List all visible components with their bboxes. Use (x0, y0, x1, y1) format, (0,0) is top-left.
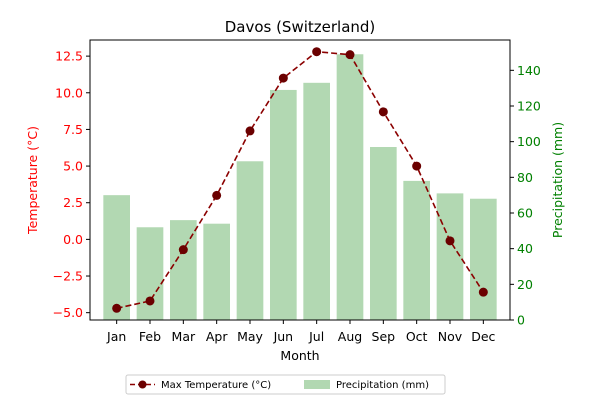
x-tick-label-sep: Sep (372, 329, 396, 344)
left-tick-label: 12.5 (55, 49, 83, 64)
x-tick-label-may: May (237, 329, 263, 344)
point-nov (445, 236, 455, 246)
x-axis: Jan Feb Mar Apr May Jun Jul Aug Sep Oct Nov Dec (106, 320, 496, 344)
bar-aug (336, 54, 364, 320)
x-tick-label-feb: Feb (139, 329, 161, 344)
point-may (245, 126, 255, 136)
line-series (112, 47, 488, 313)
right-tick-label: 140 (517, 63, 541, 78)
bar-series (103, 54, 497, 320)
bar-may (236, 161, 264, 320)
legend-line-marker (138, 380, 147, 389)
point-apr (212, 190, 222, 200)
left-axis-label: Temperature (°C) (25, 126, 40, 235)
right-axis-label: Precipitation (mm) (550, 122, 565, 238)
legend-frame (125, 374, 446, 395)
x-tick-label-jun: Jun (273, 329, 294, 344)
legend-label-temperature: Max Temperature (°C) (161, 380, 271, 391)
point-oct (412, 161, 422, 171)
x-tick-label-aug: Aug (338, 329, 362, 344)
x-tick-label-jul: Jul (308, 329, 324, 344)
legend-label-precipitation: Precipitation (mm) (336, 380, 429, 391)
left-tick-label: 5.0 (63, 159, 83, 174)
legend-bar-swatch (304, 380, 330, 389)
bar-dec (470, 198, 497, 320)
left-tick-label: −2.5 (53, 269, 83, 284)
right-tick-label: 80 (517, 170, 533, 185)
point-jan (112, 303, 122, 313)
right-tick-label: 120 (517, 98, 541, 113)
right-tick-label: 20 (517, 277, 533, 292)
point-sep (378, 107, 388, 117)
left-tick-label: −5.0 (53, 305, 83, 320)
left-axis: −5.0 −2.5 0.0 2.5 5.0 7.5 10.0 12.5 (53, 49, 90, 320)
legend: Max Temperature (°C) Precipitation (mm) (125, 374, 446, 395)
right-tick-label: 60 (517, 205, 533, 220)
x-tick-label-mar: Mar (172, 329, 196, 344)
x-axis-label: Month (280, 348, 319, 363)
left-tick-label: 0.0 (63, 232, 83, 247)
bar-apr (203, 223, 230, 320)
bar-jun (270, 89, 297, 320)
point-jul (312, 47, 322, 57)
x-tick-label-jan: Jan (106, 329, 126, 344)
bar-jul (303, 82, 330, 320)
right-tick-label: 0 (517, 313, 525, 328)
right-tick-label: 100 (517, 134, 541, 149)
point-mar (178, 245, 188, 255)
bar-nov (436, 193, 464, 320)
bar-oct (403, 180, 430, 320)
x-tick-label-oct: Oct (406, 329, 428, 344)
x-tick-label-nov: Nov (438, 329, 463, 344)
left-tick-label: 2.5 (63, 195, 83, 210)
plot-frame (89, 39, 511, 321)
point-jun (278, 73, 288, 83)
point-aug (345, 50, 355, 60)
left-tick-label: 7.5 (63, 122, 83, 137)
bar-sep (370, 147, 397, 320)
right-axis: 0 20 40 60 80 100 120 140 (510, 63, 541, 328)
right-tick-label: 40 (517, 241, 533, 256)
x-tick-label-dec: Dec (471, 329, 495, 344)
chart-title: Davos (Switzerland) (225, 18, 376, 36)
point-dec (478, 287, 488, 297)
x-tick-label-apr: Apr (206, 329, 228, 344)
bar-mar (170, 220, 197, 320)
bar-feb (136, 227, 164, 320)
left-tick-label: 10.0 (55, 85, 83, 100)
temperature-line (116, 50, 485, 310)
bar-jan (103, 195, 130, 320)
point-feb (145, 296, 155, 306)
